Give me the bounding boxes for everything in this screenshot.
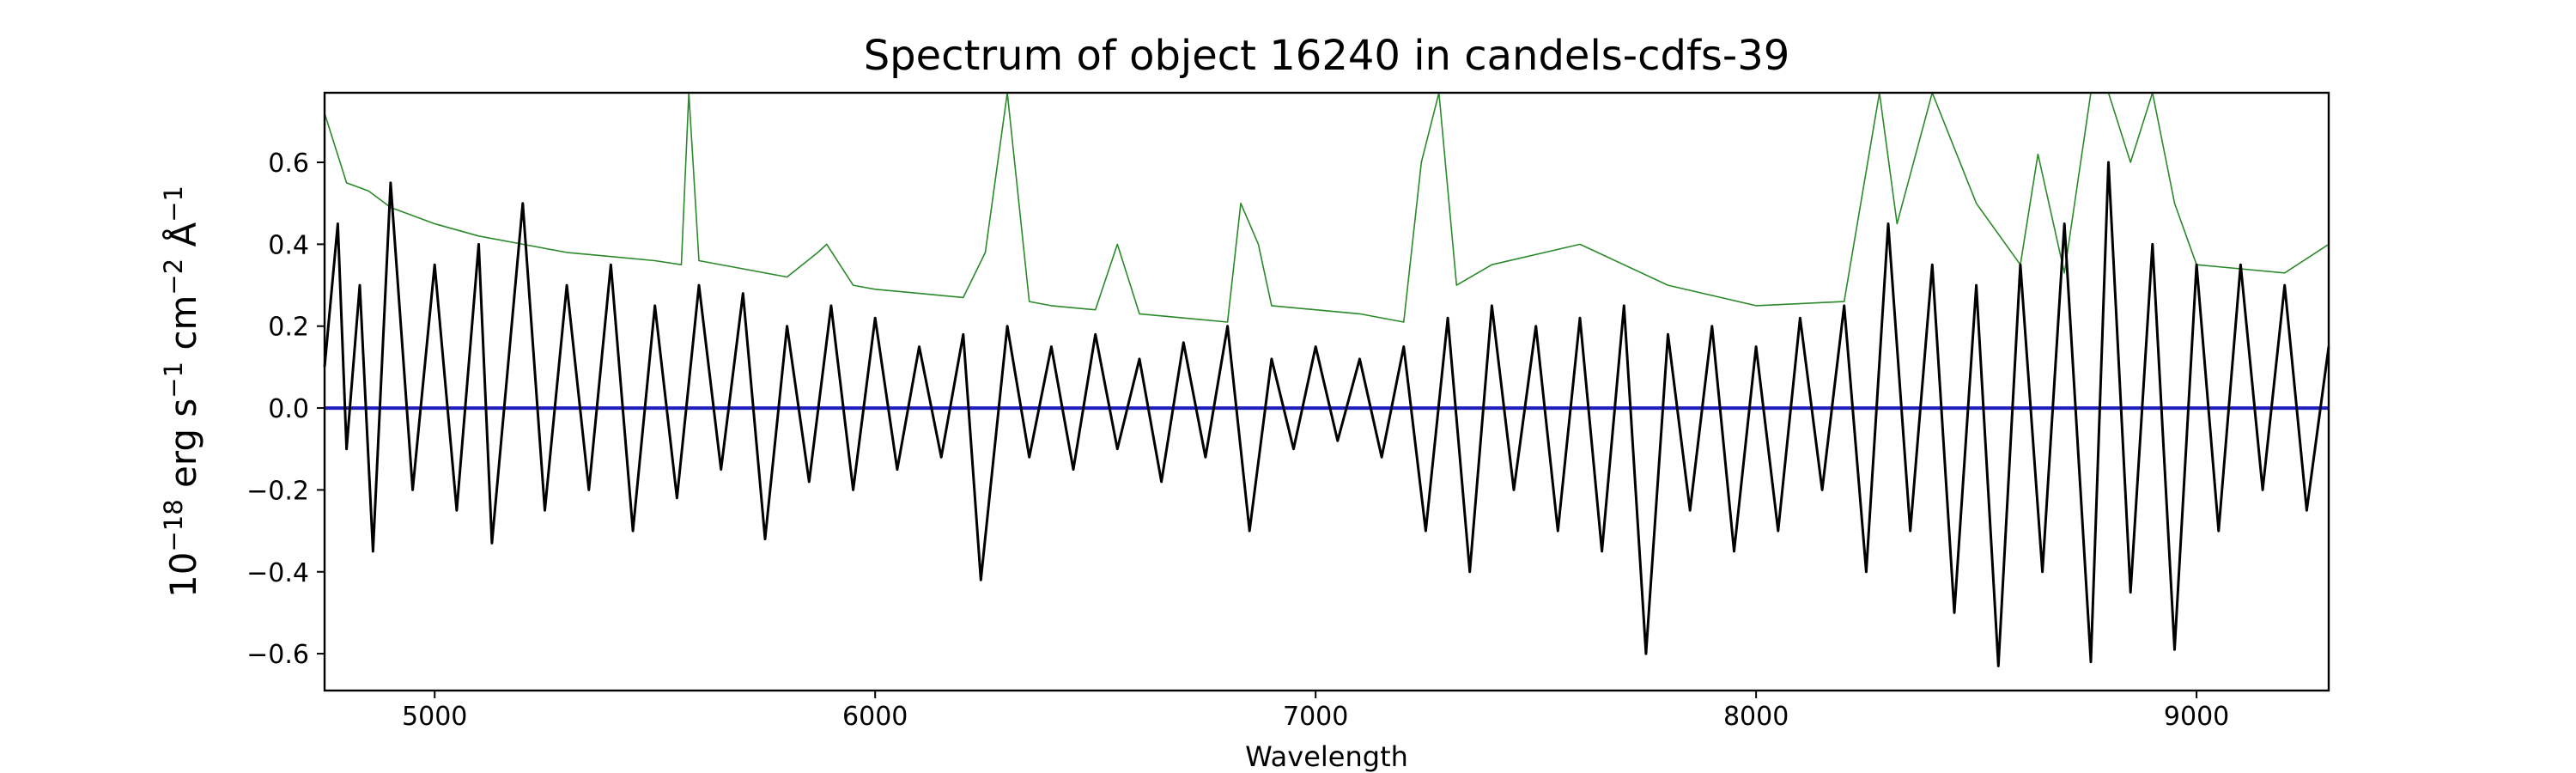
y-tick-label: 0.0 [268,394,309,424]
plot-area: 5000 6000 7000 8000 9000 −0.6 −0.4 −0.2 0.0 0.2 0… [246,91,2330,732]
y-axis-label-unit-erg-s: erg s [162,399,204,500]
x-tick-label: 8000 [1723,702,1789,732]
y-tick-label: 0.4 [268,230,309,260]
y-axis-label-base: 10 [162,552,204,598]
series-layer [323,92,2330,667]
y-tick-label: 0.2 [268,313,309,343]
y-axis-label-exponent: −1 [159,362,188,399]
series-line-error [324,92,2330,323]
y-axis-label-unit-cm: cm [162,295,204,362]
y-tick-label: −0.4 [246,558,309,588]
y-axis-label-exponent: −18 [159,499,188,551]
y-tick-label: −0.2 [246,476,309,506]
y-axis-label-exponent: −2 [159,259,188,295]
y-tick-label: 0.6 [268,149,309,179]
axes-frame [323,91,2330,692]
x-tick-label: 5000 [402,702,467,732]
x-axis-ticks: 5000 6000 7000 8000 9000 [402,691,2229,732]
y-tick-label: −0.6 [246,640,309,670]
chart-title: Spectrum of object 16240 in candels-cdfs… [864,32,1790,80]
y-axis-label-exponent: −1 [159,186,188,222]
x-tick-label: 7000 [1283,702,1348,732]
y-axis-label-unit-angstrom: Å [161,222,204,259]
x-tick-label: 6000 [842,702,908,732]
series-line-flux [323,161,2330,667]
x-tick-label: 9000 [2164,702,2229,732]
x-axis-label: Wavelength [1245,740,1408,773]
y-axis-ticks: −0.6 −0.4 −0.2 0.0 0.2 0.4 0.6 [246,149,325,670]
y-axis-label: 10−18 erg s−1 cm−2 Å−1 [159,186,204,598]
